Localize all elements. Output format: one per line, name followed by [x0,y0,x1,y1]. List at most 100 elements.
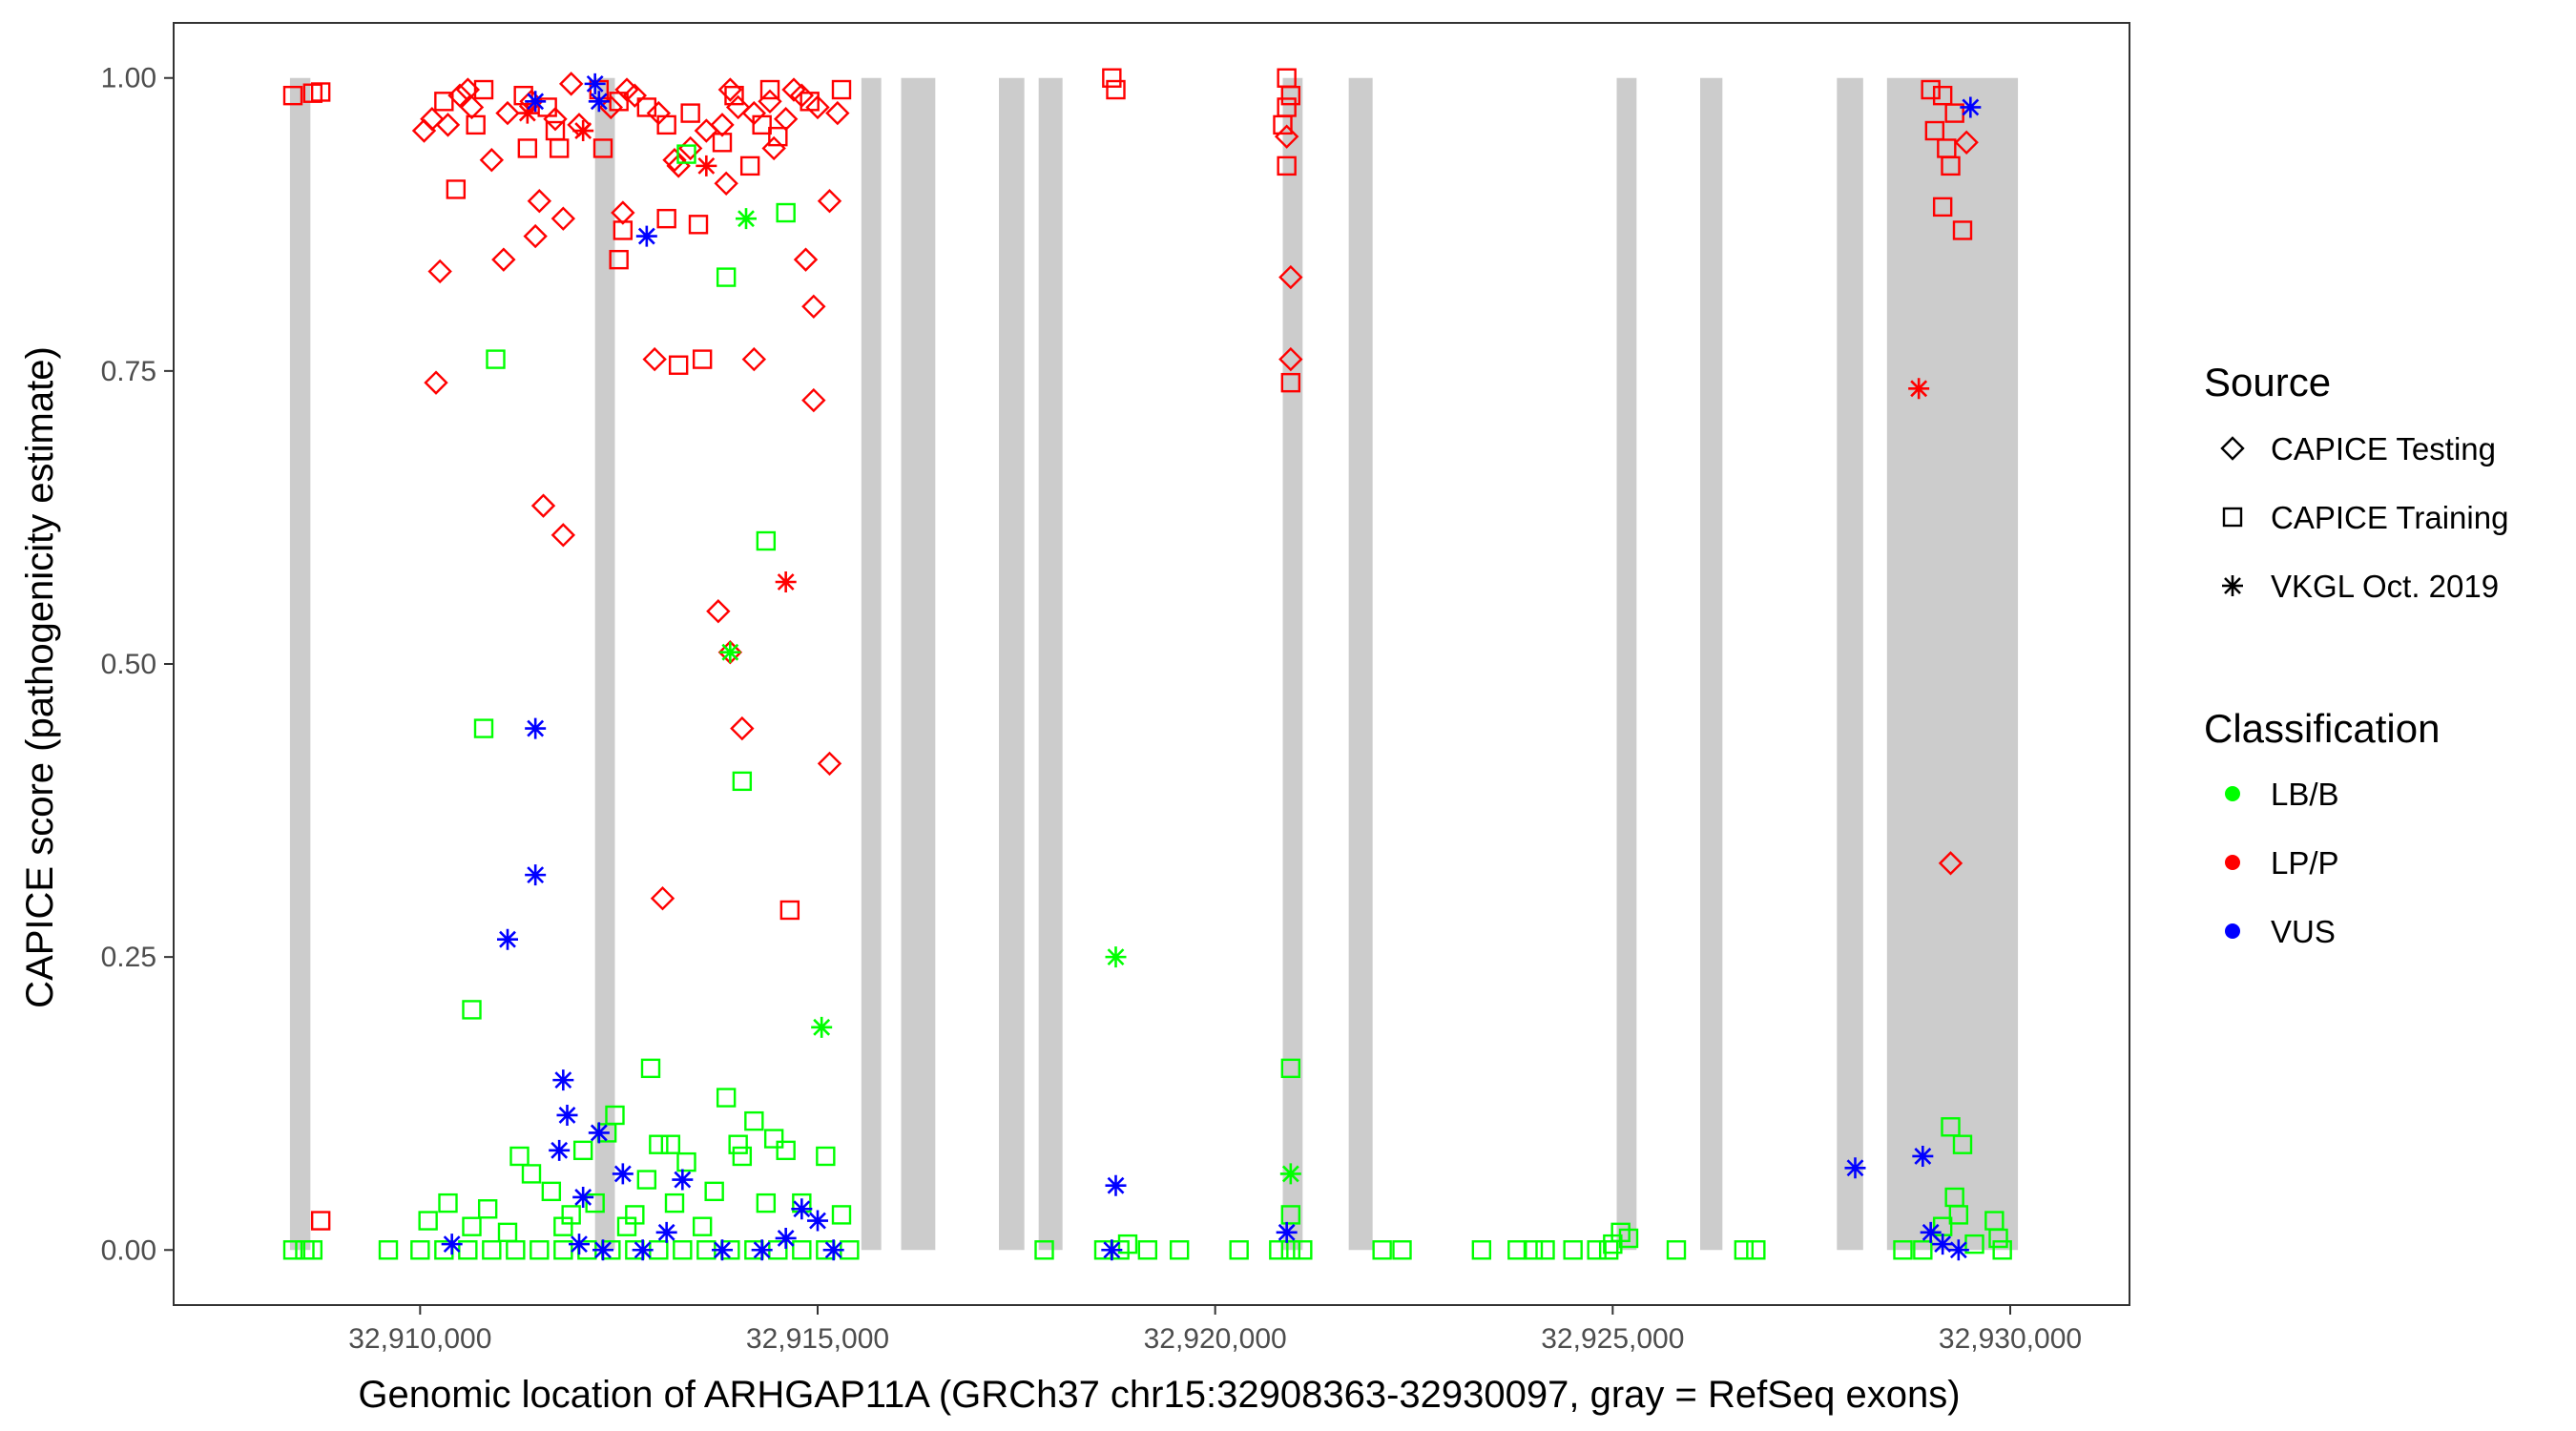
data-point [558,72,584,96]
exon-band-12 [1886,77,2019,1251]
data-point [516,102,538,124]
data-point [561,1205,581,1225]
data-point [572,1140,593,1161]
data-point [1269,1240,1289,1260]
data-point [776,1140,796,1161]
data-point [446,179,467,199]
data-point [411,118,437,143]
data-point [676,1151,696,1172]
data-point [1105,1174,1127,1196]
data-point [459,94,485,120]
data-point [609,249,629,270]
data-point [673,1240,693,1260]
data-point [486,349,506,369]
data-point [424,370,448,395]
legend-key-dot [2225,923,2240,939]
data-point [1105,946,1127,968]
data-point [438,1192,458,1213]
data-point [549,138,570,158]
exon-band-8 [1348,77,1373,1251]
data-point [1106,79,1126,100]
legend-key-square [2222,507,2243,528]
y-tick-label: 0.50 [101,649,156,680]
data-point [1280,1058,1301,1079]
data-point [556,1104,578,1126]
data-point [710,113,735,137]
data-point [1920,1221,1942,1243]
data-point [660,1134,681,1154]
data-point [728,1134,748,1154]
data-point [1912,1145,1934,1167]
data-point [662,148,687,173]
data-point [817,189,842,214]
data-point [692,1216,713,1236]
data-point [1276,1221,1298,1243]
legend-source-label: VKGL Oct. 2019 [2271,569,2499,604]
x-tick-label: 32,915,000 [746,1323,889,1355]
legend-key-dot [2225,786,2240,801]
data-point [781,77,806,102]
data-point [1279,1163,1301,1185]
data-point [1277,156,1297,176]
data-point [473,718,494,738]
data-point [1941,156,1961,176]
data-point [724,85,744,106]
data-point [741,346,767,372]
data-point [1229,1240,1249,1260]
data-point [1101,1239,1123,1261]
data-point [1734,1240,1755,1260]
data-point [410,1240,430,1260]
data-point [688,215,709,235]
data-point [479,148,505,173]
data-point [569,1234,590,1255]
data-point [732,1146,753,1167]
x-tick-label: 32,930,000 [1939,1323,2082,1355]
data-point [495,100,520,126]
data-point [635,225,657,247]
legend-classification-title: Classification [2204,706,2440,751]
x-tick-label: 32,925,000 [1541,1323,1684,1355]
legend-key-dot [2225,855,2240,870]
data-point [592,1239,613,1261]
data-point [1280,85,1301,106]
x-tick-label: 32,920,000 [1144,1323,1287,1355]
legend-source-items: CAPICE Testing CAPICE Training VKGL Oct. 2… [2220,431,2508,604]
data-point [482,1240,502,1260]
data-point [1034,1240,1054,1260]
data-point [605,1105,625,1126]
data-point [719,641,741,663]
data-point [759,79,780,100]
data-point [736,208,757,230]
data-point [310,82,331,102]
x-axis-title: Genomic location of ARHGAP11A (GRCh37 ch… [358,1374,1960,1416]
data-point [462,1216,482,1236]
data-point [817,751,842,777]
data-point [761,135,786,161]
data-point [466,114,486,135]
data-point [567,113,592,137]
data-point [1932,197,1953,218]
data-point [656,208,676,229]
data-point [521,1164,542,1184]
data-point [585,1192,605,1213]
data-point [704,1181,724,1202]
data-point [1921,79,1941,100]
data-point [1392,1240,1412,1260]
legend-source-label: CAPICE Testing [2271,431,2496,467]
data-point [506,1240,526,1260]
data-point [825,100,850,126]
data-point [649,1134,669,1154]
data-point [1938,851,1963,876]
data-point [676,144,696,164]
data-point [650,886,675,911]
exon-band-1 [289,77,311,1251]
data-point [420,107,445,132]
legend: Source Classification CAPICE TestingCAPI… [2204,360,2508,949]
axes: 32,910,000 32,915,000 32,920,000 32,925,000… [101,63,2082,1355]
data-point [517,138,538,158]
data-point [655,1221,677,1243]
x-tick-label: 32,910,000 [348,1323,491,1355]
data-point [744,1110,764,1131]
data-point [1844,1157,1866,1179]
